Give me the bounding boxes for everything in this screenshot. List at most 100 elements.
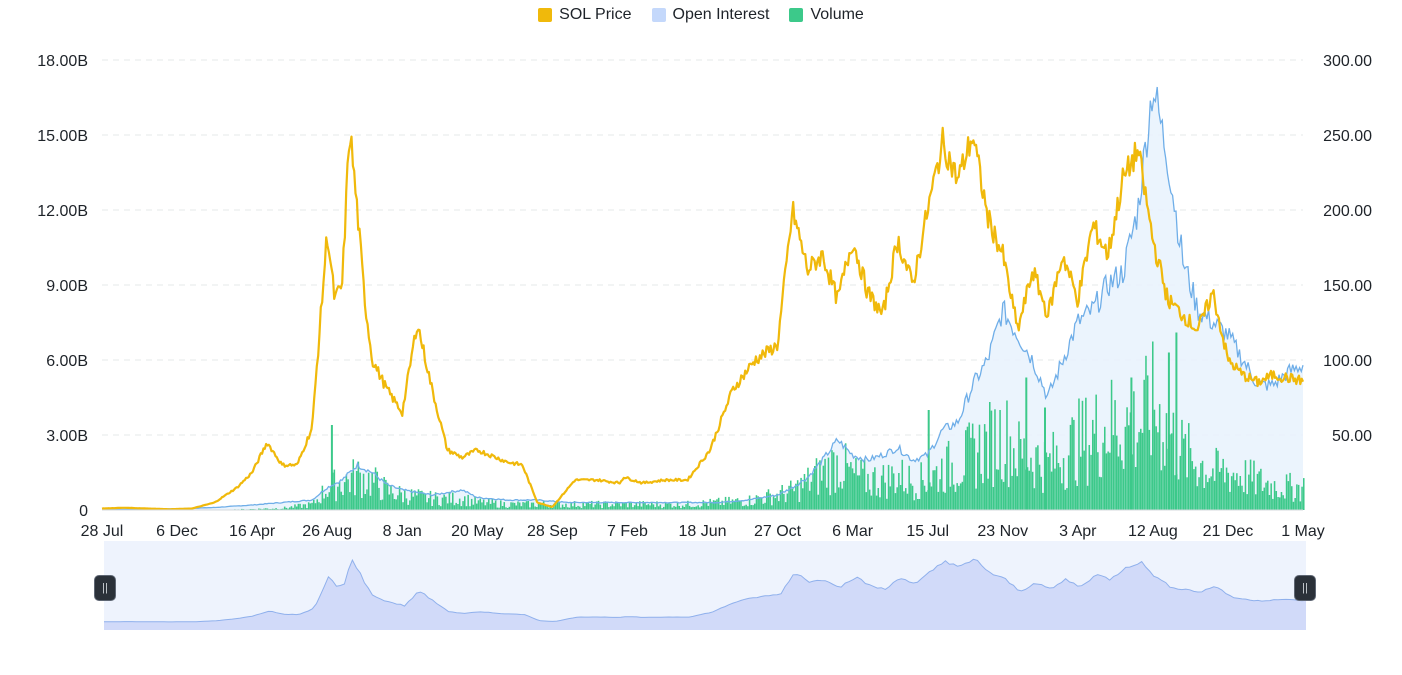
volume-bar <box>428 498 430 510</box>
volume-bar <box>285 507 288 510</box>
grid-lines <box>102 59 1303 436</box>
y-left-tick-label: 0 <box>79 503 88 520</box>
volume-bar <box>827 457 830 510</box>
volume-bar <box>1013 448 1015 510</box>
volume-bar <box>1248 474 1250 510</box>
volume-bar <box>640 506 643 510</box>
volume-bar <box>870 495 873 510</box>
x-tick-label: 7 Feb <box>607 523 648 540</box>
volume-bar <box>608 507 610 510</box>
volume-bar <box>512 502 514 510</box>
volume-bar <box>1232 472 1235 510</box>
volume-bar <box>738 501 741 510</box>
volume-bar <box>1249 459 1252 510</box>
volume-bar <box>987 478 989 510</box>
volume-bar <box>997 469 1000 510</box>
volume-bar <box>865 492 868 510</box>
volume-bar <box>875 495 878 510</box>
volume-bar <box>939 479 941 510</box>
volume-bar <box>524 502 526 510</box>
volume-bar <box>1107 451 1109 510</box>
volume-bar <box>1033 488 1036 510</box>
volume-bar <box>326 496 329 510</box>
volume-bar <box>1244 460 1247 510</box>
volume-bar <box>795 483 797 510</box>
legend-swatch <box>651 8 666 22</box>
volume-bar <box>657 506 660 510</box>
volume-bar <box>515 505 518 510</box>
volume-bar <box>740 500 742 510</box>
volume-bar <box>892 473 895 510</box>
volume-bar <box>501 506 504 510</box>
volume-bar <box>1294 498 1296 510</box>
volume-bar <box>321 485 324 510</box>
volume-bar <box>309 503 312 510</box>
volume-bar <box>839 481 842 510</box>
volume-bar <box>966 426 969 510</box>
volume-bar <box>554 502 557 510</box>
volume-bar <box>362 473 365 510</box>
legend-item-volume[interactable]: Volume <box>789 6 864 24</box>
volume-bar <box>611 504 614 510</box>
volume-bar <box>880 475 883 510</box>
volume-bar <box>754 503 756 510</box>
volume-bar <box>486 502 488 510</box>
volume-bar <box>573 501 576 510</box>
volume-bar <box>1181 419 1183 510</box>
drag-handle-icon: || <box>1302 582 1308 594</box>
volume-bar <box>1172 412 1175 510</box>
volume-bar <box>1121 460 1123 510</box>
volume-bar <box>822 465 825 510</box>
legend-item-open-interest[interactable]: Open Interest <box>651 6 769 24</box>
y-left-tick-label: 15.00B <box>37 128 88 145</box>
volume-bar <box>1215 447 1218 510</box>
volume-bar <box>896 487 898 510</box>
volume-bar <box>1028 470 1031 510</box>
volume-bar <box>565 503 567 510</box>
volume-bar <box>702 500 705 510</box>
volume-bar <box>383 477 385 510</box>
volume-bar <box>299 503 301 510</box>
volume-bar <box>1011 475 1013 510</box>
volume-bar <box>395 499 397 510</box>
volume-bar <box>970 437 972 510</box>
volume-bar <box>1021 458 1024 510</box>
volume-bar <box>637 506 639 510</box>
volume-bar <box>793 491 795 510</box>
volume-bar <box>858 475 861 510</box>
volume-bar <box>742 506 744 510</box>
x-tick-label: 1 May <box>1281 523 1325 540</box>
volume-bar <box>843 480 845 510</box>
volume-bar <box>493 502 495 510</box>
volume-bar <box>393 499 396 510</box>
x-tick-label: 16 Apr <box>229 523 276 540</box>
volume-bar <box>800 477 802 510</box>
volume-bar <box>386 482 389 510</box>
legend-label: SOL Price <box>559 6 632 23</box>
volume-bar <box>786 493 789 510</box>
volume-bar <box>412 496 415 510</box>
volume-bar <box>343 482 346 510</box>
volume-bar <box>1191 461 1194 510</box>
volume-bar <box>422 492 425 510</box>
volume-bar <box>551 508 554 510</box>
volume-bar <box>656 501 658 510</box>
volume-bar <box>1299 501 1302 510</box>
volume-bar <box>798 502 801 510</box>
volume-bar <box>613 506 615 510</box>
volume-bar <box>681 505 684 510</box>
volume-bar <box>764 502 766 510</box>
volume-bar <box>930 486 933 510</box>
legend-item-sol-price[interactable]: SOL Price <box>538 6 632 24</box>
volume-bar <box>609 506 612 510</box>
volume-bar <box>1042 492 1044 510</box>
y-left-tick-label: 6.00B <box>46 353 88 370</box>
volume-bar <box>1222 458 1224 510</box>
volume-bar <box>587 502 590 510</box>
volume-bar <box>527 500 530 510</box>
range-handle-left[interactable]: || <box>94 575 116 601</box>
range-handle-right[interactable]: || <box>1294 575 1316 601</box>
volume-bar <box>1205 474 1207 510</box>
volume-bar <box>860 459 862 510</box>
volume-bar <box>1110 379 1113 510</box>
